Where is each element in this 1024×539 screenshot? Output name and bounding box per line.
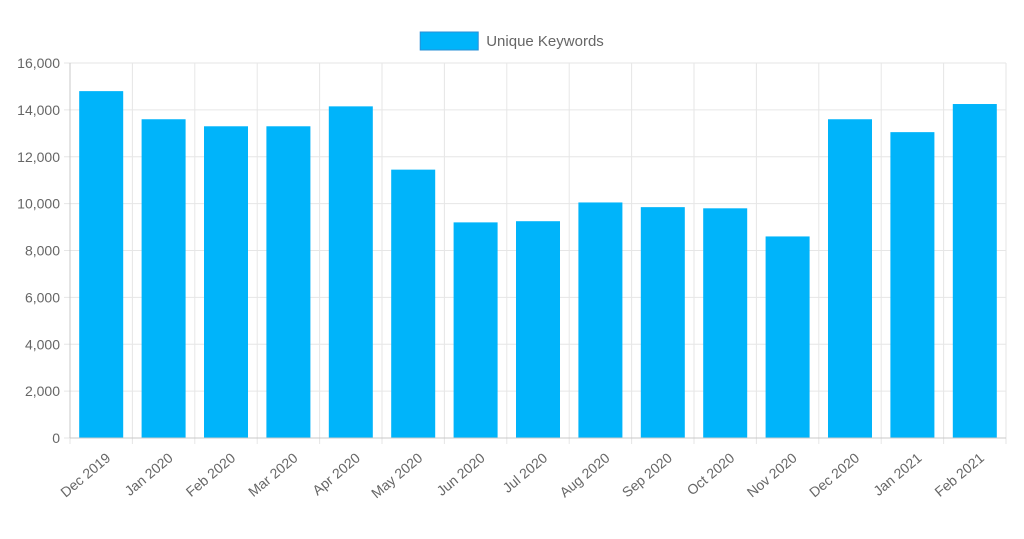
bar[interactable] (578, 202, 623, 438)
y-tick-label: 10,000 (17, 196, 60, 212)
y-axis-tick-labels: 0 2,000 4,000 6,000 8,000 10,000 12,000 14,000 1… (17, 55, 60, 446)
y-tick-label: 8,000 (25, 243, 60, 259)
bar[interactable] (328, 106, 373, 438)
bar[interactable] (952, 104, 997, 438)
bar[interactable] (640, 207, 685, 438)
chart-legend[interactable]: Unique Keywords (419, 31, 604, 51)
bar[interactable] (204, 126, 248, 438)
x-tick-label: Aug 2020 (556, 449, 612, 500)
axes (69, 63, 1006, 439)
x-tick-label: Feb 2021 (931, 449, 987, 499)
x-axis-tick-labels: Dec 2019 Jan 2020 Feb 2020 Mar 2020 Apr 2020… (57, 449, 987, 501)
x-tick-label: Feb 2020 (183, 449, 239, 499)
x-tick-label: Apr 2020 (309, 449, 363, 498)
y-tick-label: 0 (52, 430, 60, 446)
legend-label-unique-keywords: Unique Keywords (486, 33, 604, 50)
x-tick-label: Dec 2019 (57, 449, 113, 500)
x-tick-label: Jun 2020 (433, 449, 488, 498)
bar[interactable] (141, 119, 186, 438)
x-tick-label: Nov 2020 (744, 449, 800, 500)
x-tick-label: May 2020 (368, 449, 426, 501)
x-tick-label: Oct 2020 (684, 449, 738, 498)
bar[interactable] (453, 222, 498, 438)
y-tick-label: 12,000 (17, 149, 60, 165)
legend-swatch[interactable] (419, 31, 479, 51)
bar[interactable] (765, 236, 810, 438)
x-tick-label: Sep 2020 (619, 449, 675, 500)
x-tick-label: Dec 2020 (806, 449, 862, 500)
bar[interactable] (516, 221, 560, 438)
x-tick-label: Jul 2020 (499, 449, 550, 495)
bar[interactable] (391, 169, 436, 438)
bar[interactable] (703, 208, 748, 438)
y-tick-label: 4,000 (25, 336, 60, 352)
bar[interactable] (79, 91, 124, 438)
x-tick-label: Jan 2020 (121, 449, 176, 498)
bar[interactable] (828, 119, 872, 438)
bar[interactable] (266, 126, 311, 438)
x-tick-label: Jan 2021 (870, 449, 925, 498)
bars (79, 91, 997, 438)
y-tick-label: 14,000 (17, 102, 60, 118)
y-tick-label: 6,000 (25, 289, 60, 305)
x-tick-label: Mar 2020 (245, 449, 301, 499)
y-tick-label: 16,000 (17, 55, 60, 71)
bar[interactable] (890, 132, 935, 438)
y-tick-label: 2,000 (25, 383, 60, 399)
